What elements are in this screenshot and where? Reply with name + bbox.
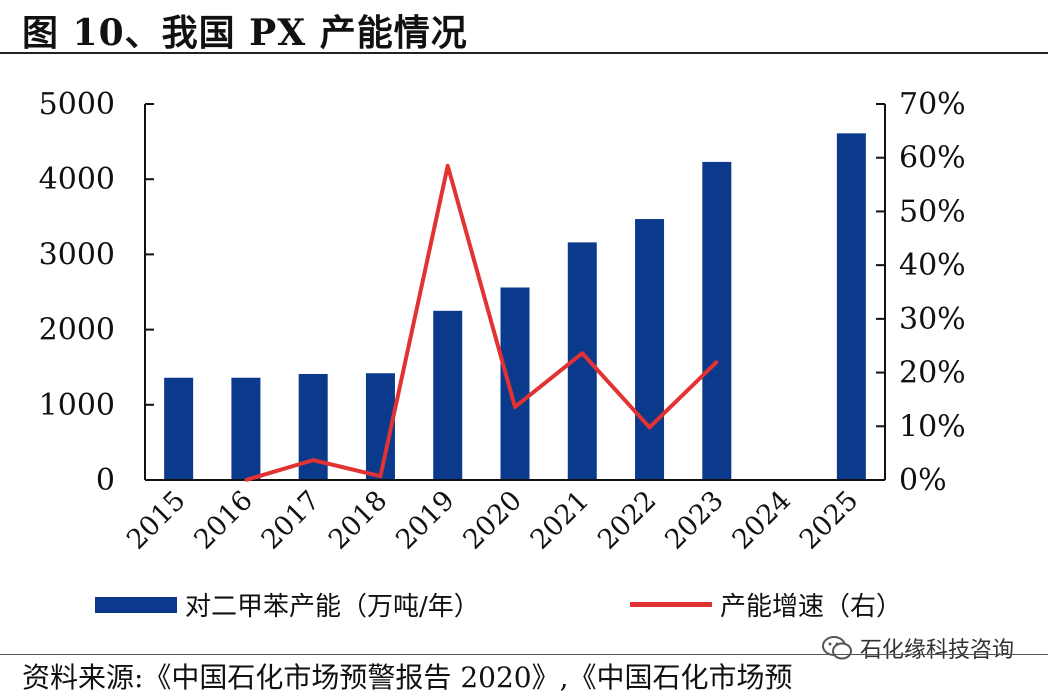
x-tick-label-2024: 2024 [727, 485, 798, 556]
watermark: 石化缘科技咨询 [821, 632, 1014, 664]
legend-swatch-growth [630, 602, 712, 607]
x-tick-label-2016: 2016 [188, 485, 259, 556]
x-tick-label-2023: 2023 [659, 485, 730, 556]
right-tick-label: 0% [899, 463, 947, 498]
watermark-text: 石化缘科技咨询 [859, 638, 1014, 663]
growth-point-2021 [580, 351, 584, 355]
left-tick-label: 2000 [39, 313, 115, 348]
left-tick-label: 5000 [39, 87, 115, 122]
figure-title: 图 10、我国 PX 产能情况 [22, 12, 468, 54]
growth-point-2018 [378, 474, 382, 478]
left-tick-label: 3000 [39, 237, 115, 272]
right-tick-label: 10% [899, 409, 966, 444]
x-tick-label-2015: 2015 [121, 485, 192, 556]
growth-point-2016 [244, 478, 248, 482]
source-note: 资料来源:《中国石化市场预警报告 2020》,《中国石化市场预 [22, 661, 793, 694]
right-tick-label: 50% [899, 194, 966, 229]
right-tick-label: 20% [899, 356, 966, 391]
right-tick-label: 30% [899, 302, 966, 337]
title-divider [0, 52, 1048, 54]
legend-item-growth: 产能增速（右） [630, 586, 902, 623]
legend-swatch-capacity [95, 596, 177, 613]
growth-point-2020 [513, 405, 517, 409]
right-tick-label: 60% [899, 141, 966, 176]
x-tick-label-2019: 2019 [390, 485, 461, 556]
legend-item-capacity: 对二甲苯产能（万吨/年） [95, 586, 480, 623]
growth-point-2023 [715, 360, 719, 364]
bar-2016 [231, 377, 261, 480]
source-divider [0, 654, 1048, 655]
growth-point-2017 [311, 458, 315, 462]
x-tick-label-2021: 2021 [525, 485, 596, 556]
px-capacity-chart: 0 1000 2000 3000 4000 5000 0% 10% 20% 30% 40% 50% 60… [39, 87, 966, 556]
growth-line [245, 163, 719, 482]
bar-2020 [500, 287, 530, 480]
x-tick-label-2018: 2018 [323, 485, 394, 556]
chart-legend: 对二甲苯产能（万吨/年） 产能增速（右） [95, 586, 995, 626]
x-tick-label-2025: 2025 [794, 485, 865, 556]
bar-2025 [836, 133, 866, 480]
right-tick-label: 40% [899, 248, 966, 283]
left-tick-label: 4000 [39, 162, 115, 197]
bar-2022 [635, 219, 665, 480]
x-tick-label-2020: 2020 [457, 485, 528, 556]
x-tick-label-2022: 2022 [592, 485, 663, 556]
right-tick-label: 70% [899, 87, 966, 122]
growth-point-2022 [648, 425, 652, 429]
bar-2023 [702, 161, 732, 481]
left-tick-label: 0 [96, 463, 115, 498]
bar-2015 [164, 377, 194, 480]
growth-point-2019 [446, 164, 450, 168]
x-tick-label-2017: 2017 [256, 485, 327, 556]
left-tick-label: 1000 [39, 388, 115, 423]
legend-label-capacity: 对二甲苯产能（万吨/年） [185, 592, 480, 622]
wechat-icon [821, 636, 852, 660]
bar-2019 [433, 310, 463, 480]
legend-label-growth: 产能增速（右） [720, 592, 903, 622]
